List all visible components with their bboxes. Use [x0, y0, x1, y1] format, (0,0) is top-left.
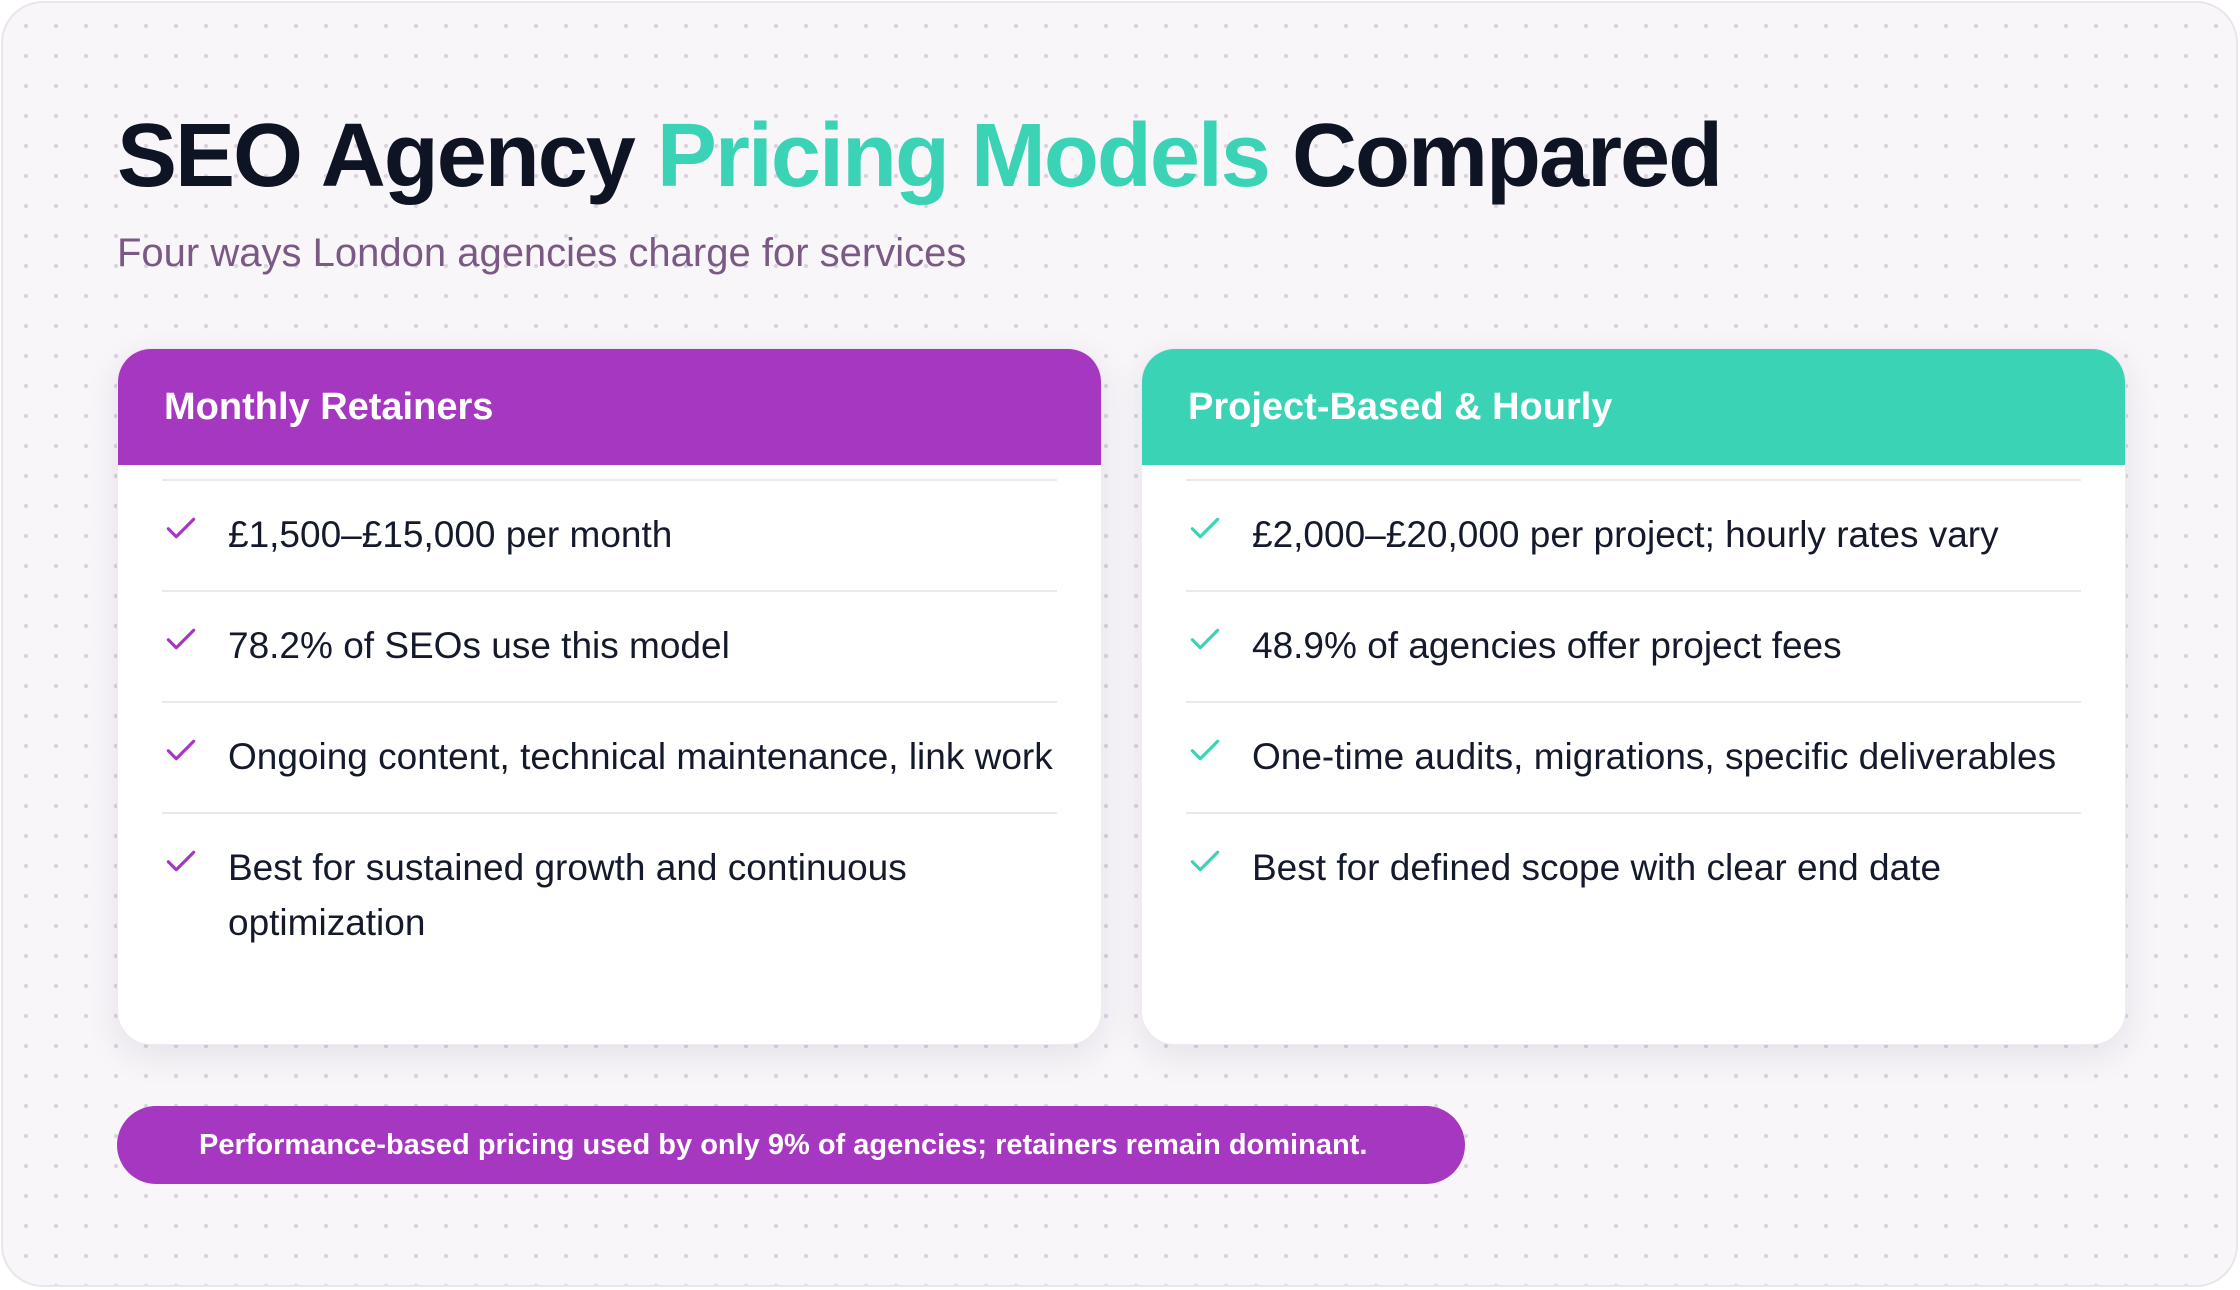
- check-icon: [166, 628, 196, 650]
- list-item: Ongoing content, technical maintenance, …: [162, 701, 1057, 812]
- check-icon: [1190, 739, 1220, 761]
- list-item: £2,000–£20,000 per project; hourly rates…: [1186, 479, 2081, 590]
- item-text: 78.2% of SEOs use this model: [228, 625, 730, 666]
- check-icon: [1190, 517, 1220, 539]
- item-text: £1,500–£15,000 per month: [228, 514, 673, 555]
- list-item: £1,500–£15,000 per month: [162, 479, 1057, 590]
- title-part-2: Compared: [1291, 106, 1723, 206]
- item-text: 48.9% of agencies offer project fees: [1252, 625, 1842, 666]
- check-icon: [166, 739, 196, 761]
- footer-note: Performance-based pricing used by only 9…: [117, 1106, 1465, 1184]
- item-text: One-time audits, migrations, specific de…: [1252, 736, 2057, 777]
- title-accent: Pricing Models: [656, 106, 1271, 206]
- card-items: £1,500–£15,000 per month 78.2% of SEOs u…: [118, 465, 1101, 978]
- check-icon: [166, 850, 196, 872]
- card-header: Project-Based & Hourly: [1142, 349, 2125, 465]
- title-part-1: SEO Agency: [117, 106, 636, 206]
- list-item: 78.2% of SEOs use this model: [162, 590, 1057, 701]
- card-header: Monthly Retainers: [118, 349, 1101, 465]
- check-icon: [166, 517, 196, 539]
- item-text: Best for defined scope with clear end da…: [1252, 847, 1942, 888]
- page-title: SEO Agency Pricing Models Compared: [117, 106, 1723, 206]
- check-icon: [1190, 850, 1220, 872]
- list-item: Best for defined scope with clear end da…: [1186, 812, 2081, 923]
- list-item: 48.9% of agencies offer project fees: [1186, 590, 2081, 701]
- card-project-based-hourly: Project-Based & Hourly £2,000–£20,000 pe…: [1141, 348, 2126, 1045]
- list-item: One-time audits, migrations, specific de…: [1186, 701, 2081, 812]
- item-text: Ongoing content, technical maintenance, …: [228, 736, 1053, 777]
- list-item: Best for sustained growth and continuous…: [162, 812, 1057, 978]
- check-icon: [1190, 628, 1220, 650]
- card-monthly-retainers: Monthly Retainers £1,500–£15,000 per mon…: [117, 348, 1102, 1045]
- item-text: Best for sustained growth and continuous…: [228, 847, 907, 943]
- item-text: £2,000–£20,000 per project; hourly rates…: [1252, 514, 1999, 555]
- page-subtitle: Four ways London agencies charge for ser…: [117, 231, 967, 275]
- card-items: £2,000–£20,000 per project; hourly rates…: [1142, 465, 2125, 923]
